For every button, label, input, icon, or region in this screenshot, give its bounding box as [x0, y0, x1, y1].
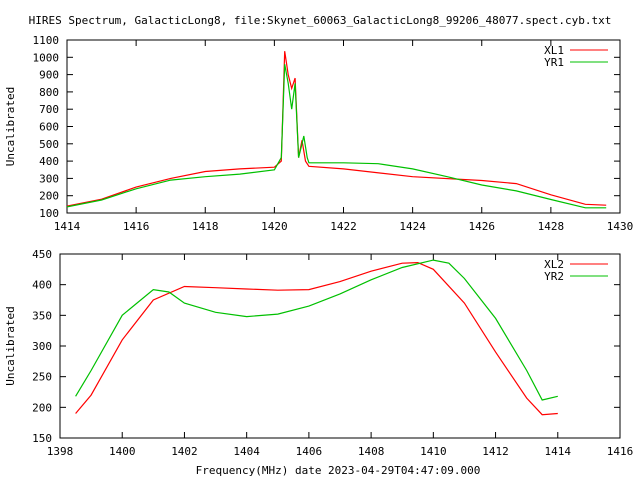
- x-tick-label: 1416: [123, 220, 150, 233]
- y-tick-label: 400: [39, 155, 59, 168]
- x-tick-label: 1430: [607, 220, 634, 233]
- y-tick-label: 1000: [33, 51, 60, 64]
- legend-label: YR1: [544, 56, 564, 69]
- x-axis-label: Frequency(MHz) date 2023-04-29T04:47:09.…: [196, 464, 481, 477]
- x-tick-label: 1422: [330, 220, 357, 233]
- x-tick-label: 1400: [109, 445, 136, 458]
- chart-title: HIRES Spectrum, GalacticLong8, file:Skyn…: [29, 14, 612, 27]
- x-tick-label: 1402: [171, 445, 198, 458]
- plot-1: 100 200 300 400 500 600 700 800 900 1000 1100 1414 1…: [4, 34, 633, 233]
- y-tick-label: 900: [39, 69, 59, 82]
- y-tick-label: 450: [32, 248, 52, 261]
- y-axis-label: Uncalibrated: [4, 87, 17, 166]
- plot-frame: [66, 39, 621, 214]
- y-tick-label: 350: [32, 309, 52, 322]
- y-tick-label: 600: [39, 121, 59, 134]
- y-axis-label: Uncalibrated: [4, 306, 17, 385]
- y-tick-label: 500: [39, 138, 59, 151]
- x-tick-label: 1420: [261, 220, 288, 233]
- series-line-xl1: [66, 51, 607, 207]
- y-tick-label: 200: [32, 401, 52, 414]
- y-tick-label: 200: [39, 190, 59, 203]
- y-tick-label: 100: [39, 207, 59, 220]
- legend-label: YR2: [544, 270, 564, 283]
- x-tick-label: 1404: [233, 445, 260, 458]
- y-tick-label: 250: [32, 371, 52, 384]
- y-tick-label: 300: [39, 172, 59, 185]
- x-tick-label: 1406: [296, 445, 323, 458]
- y-tick-label: 800: [39, 86, 59, 99]
- series-line-xl2: [75, 261, 558, 416]
- plot-2: 150 200 250 300 350 400 450 1398 1400 1402 1404 140…: [4, 248, 633, 458]
- legend-label: XL1: [544, 44, 564, 57]
- x-tick-label: 1412: [482, 445, 509, 458]
- y-tick-label: 300: [32, 340, 52, 353]
- x-tick-label: 1428: [538, 220, 565, 233]
- y-tick-label: 400: [32, 279, 52, 292]
- y-tick-label: 1100: [33, 34, 60, 47]
- x-tick-label: 1426: [469, 220, 496, 233]
- x-tick-label: 1408: [358, 445, 385, 458]
- x-tick-label: 1414: [54, 220, 81, 233]
- x-tick-label: 1424: [399, 220, 426, 233]
- series-line-yr1: [66, 64, 607, 209]
- x-tick-label: 1416: [607, 445, 634, 458]
- x-tick-label: 1414: [545, 445, 572, 458]
- x-tick-label: 1410: [420, 445, 447, 458]
- series-line-yr2: [75, 259, 558, 401]
- y-tick-label: 700: [39, 103, 59, 116]
- x-tick-label: 1418: [192, 220, 219, 233]
- y-tick-label: 150: [32, 432, 52, 445]
- x-tick-label: 1398: [47, 445, 74, 458]
- legend-label: XL2: [544, 258, 564, 271]
